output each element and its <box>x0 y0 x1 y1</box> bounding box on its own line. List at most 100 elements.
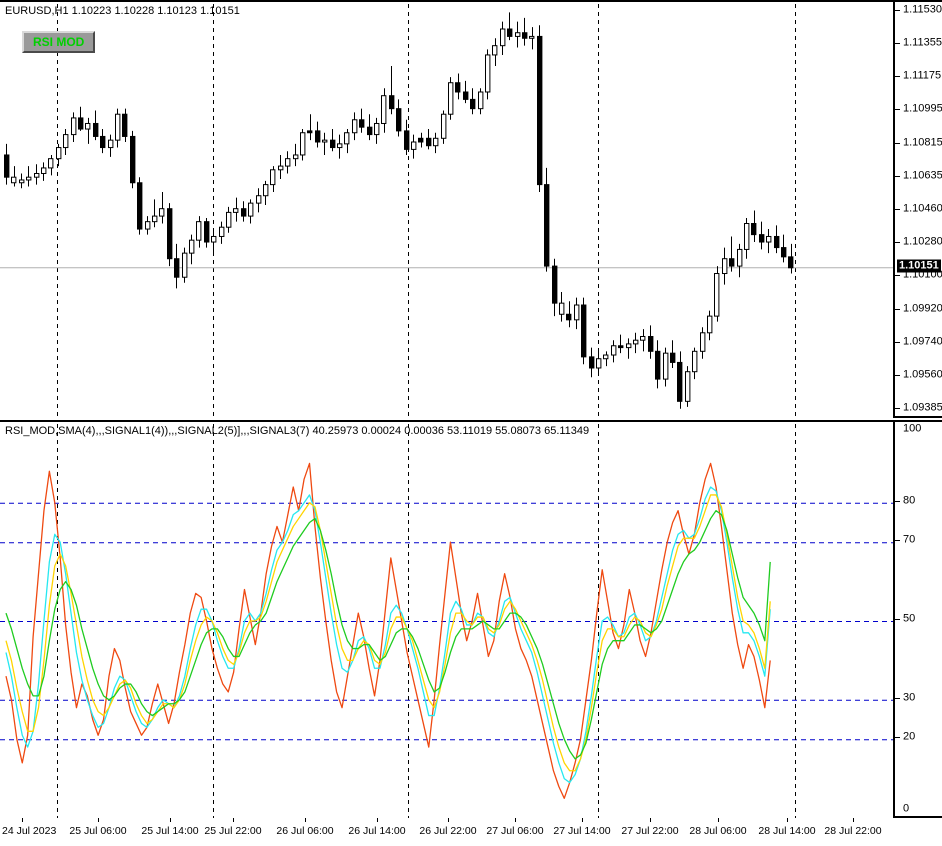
candlestick <box>478 88 484 115</box>
indicator-series-signal2 <box>5 494 771 772</box>
indicator-series-rsi_mod <box>5 462 771 799</box>
price-axis-tick <box>895 42 900 44</box>
candlestick <box>367 114 373 141</box>
price-axis-tick <box>895 109 900 111</box>
candlestick <box>404 119 410 155</box>
indicator-plot-area[interactable] <box>0 424 893 818</box>
price-axis-label: 1.10635 <box>903 169 942 182</box>
candlestick <box>145 216 151 235</box>
price-axis-tick <box>895 241 900 243</box>
indicator-axis-tick <box>895 737 900 739</box>
candlestick <box>256 188 262 213</box>
candlestick <box>389 66 395 115</box>
candlestick <box>63 129 69 155</box>
price-axis-tick <box>895 142 900 144</box>
candlestick <box>677 351 683 409</box>
candlestick <box>241 201 247 222</box>
price-axis-label: 1.10100 <box>903 268 942 281</box>
indicator-axis-tick <box>895 540 900 542</box>
indicator-axis-tick <box>895 500 900 502</box>
price-axis-tick <box>895 341 900 343</box>
price-plot-area[interactable] <box>0 4 893 418</box>
candlestick <box>263 180 269 205</box>
price-axis-tick <box>895 375 900 377</box>
time-axis-tick <box>515 818 516 822</box>
time-axis-label: 25 Jul 22:00 <box>204 825 262 837</box>
candlestick <box>396 99 402 137</box>
indicator-series-signal1 <box>5 486 771 784</box>
candlestick <box>78 106 84 131</box>
candlestick <box>692 347 698 380</box>
price-axis-label: 1.10460 <box>903 202 942 215</box>
price-axis-label: 1.11355 <box>903 36 942 49</box>
time-axis-label: 26 Jul 06:00 <box>276 825 334 837</box>
price-axis-label: 1.11530 <box>903 3 942 16</box>
candlestick <box>611 340 617 363</box>
candlestick <box>766 229 772 254</box>
candlestick <box>522 17 528 46</box>
price-axis-label: 1.09740 <box>903 335 942 348</box>
candlestick <box>714 266 720 322</box>
candlestick <box>159 192 165 224</box>
candlestick <box>285 151 291 174</box>
candlestick <box>34 164 40 185</box>
time-axis[interactable]: 24 Jul 2023 25 Jul 06:00 25 Jul 14:00 25 Ju… <box>0 818 942 846</box>
candlestick <box>744 217 750 259</box>
candlestick <box>589 347 595 378</box>
candlestick <box>426 129 432 150</box>
time-axis-tick <box>305 818 306 822</box>
candlestick <box>344 129 350 154</box>
candlestick <box>189 234 195 265</box>
candlestick <box>633 332 639 354</box>
candlestick <box>152 199 158 228</box>
indicator-axis-label: 0 <box>903 802 910 815</box>
candlestick <box>441 110 447 144</box>
candlestick <box>337 134 343 159</box>
time-axis-tick <box>170 818 171 822</box>
time-axis-label: 28 Jul 14:00 <box>758 825 816 837</box>
candlestick <box>100 129 106 154</box>
candlestick <box>485 49 491 100</box>
time-axis-tick <box>22 818 23 822</box>
candlestick <box>381 88 387 133</box>
candlestick <box>4 143 10 185</box>
symbol-header: EURUSD,H1 1.10223 1.10228 1.10123 1.1015… <box>5 5 240 17</box>
candlestick <box>322 132 328 155</box>
price-chart-panel[interactable]: 1.11530 1.11355 1.11175 1.10995 1.10815 1.106… <box>0 0 942 418</box>
time-axis-tick <box>582 818 583 822</box>
candlestick <box>788 243 794 274</box>
indicator-axis-label: 50 <box>903 612 916 625</box>
candlestick <box>219 221 225 244</box>
indicator-lines-svg <box>0 424 893 818</box>
time-axis-label: 25 Jul 06:00 <box>69 825 127 837</box>
candlestick <box>737 243 743 278</box>
time-axis-tick <box>98 818 99 822</box>
price-axis-label: 1.10280 <box>903 235 942 248</box>
candlestick <box>41 162 47 181</box>
candlestick <box>566 301 572 328</box>
candlestick <box>618 334 624 354</box>
candlestick <box>211 230 217 254</box>
candlestick <box>19 173 25 189</box>
candlestick <box>581 297 587 365</box>
rsi-mod-button[interactable]: RSI MOD <box>22 31 96 53</box>
candlestick <box>278 154 284 180</box>
indicator-axis: 100 80 70 50 30 20 0 <box>893 422 942 816</box>
candlestick <box>233 197 239 222</box>
price-axis-tick <box>895 10 900 12</box>
price-axis-label: 1.09920 <box>903 302 942 315</box>
price-axis: 1.11530 1.11355 1.11175 1.10995 1.10815 1.106… <box>893 2 942 416</box>
candlestick <box>700 327 706 359</box>
candlestick <box>707 310 713 341</box>
indicator-axis-tick <box>895 619 900 620</box>
indicator-axis-tick <box>895 697 900 699</box>
time-axis-label: 27 Jul 22:00 <box>621 825 679 837</box>
time-axis-tick <box>718 818 719 822</box>
time-axis-label: 24 Jul 2023 <box>2 825 57 837</box>
candlestick <box>492 38 498 67</box>
candlestick <box>226 206 232 233</box>
indicator-chart-panel[interactable]: 100 80 70 50 30 20 0 RSI_MOD,SMA(4),,,SIGNAL1(… <box>0 420 942 818</box>
candlestick <box>71 112 77 142</box>
indicator-axis-label: 20 <box>903 730 916 743</box>
candlestick <box>670 340 676 368</box>
